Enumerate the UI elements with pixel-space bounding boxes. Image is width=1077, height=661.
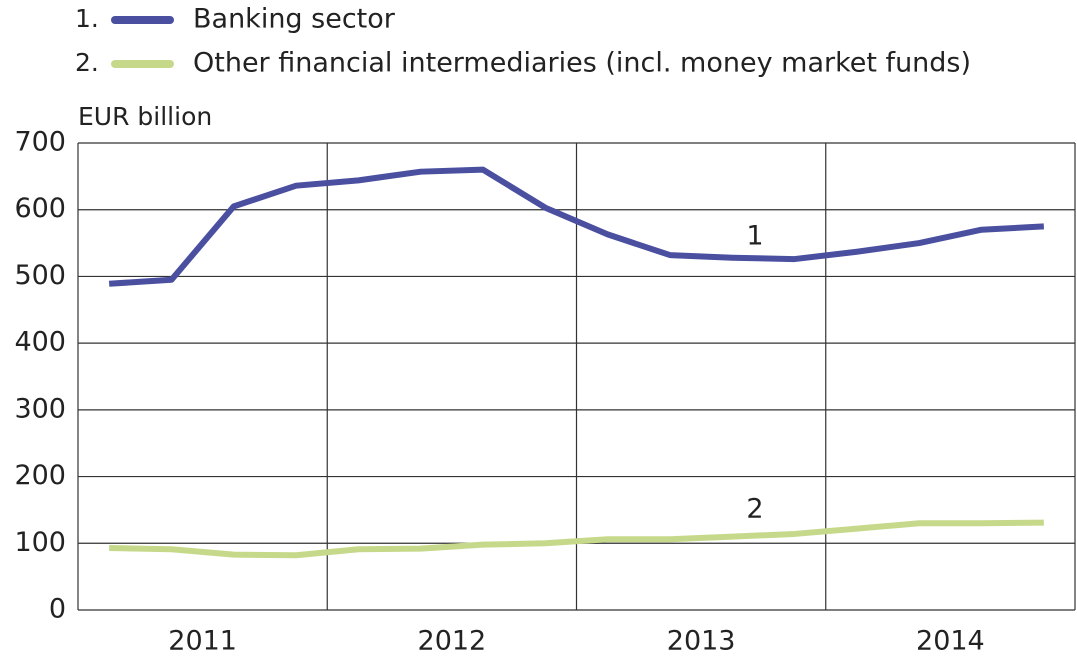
series-annotation: 1 <box>746 221 763 252</box>
legend-number: 2. <box>75 48 99 77</box>
series-annotation: 2 <box>746 494 763 525</box>
y-tick-label: 600 <box>14 193 66 224</box>
y-tick-label: 500 <box>14 260 66 291</box>
y-tick-label: 400 <box>14 327 66 358</box>
legend-label: Banking sector <box>193 4 396 35</box>
x-tick-label: 2014 <box>916 626 985 657</box>
line-series <box>109 519 1044 559</box>
x-tick-label: 2013 <box>667 626 736 657</box>
x-tick-label: 2012 <box>418 626 487 657</box>
y-tick-label: 700 <box>14 127 66 158</box>
legend-number: 1. <box>75 4 99 33</box>
x-tick-label: 2011 <box>168 626 237 657</box>
y-tick-label: 100 <box>14 527 66 558</box>
y-tick-label: 200 <box>14 460 66 491</box>
y-axis-label: EUR billion <box>78 102 212 131</box>
legend-label: Other financial intermediaries (incl. mo… <box>193 48 971 79</box>
y-tick-label: 300 <box>14 393 66 424</box>
y-tick-label: 0 <box>49 594 66 625</box>
line-series <box>108 166 1045 287</box>
